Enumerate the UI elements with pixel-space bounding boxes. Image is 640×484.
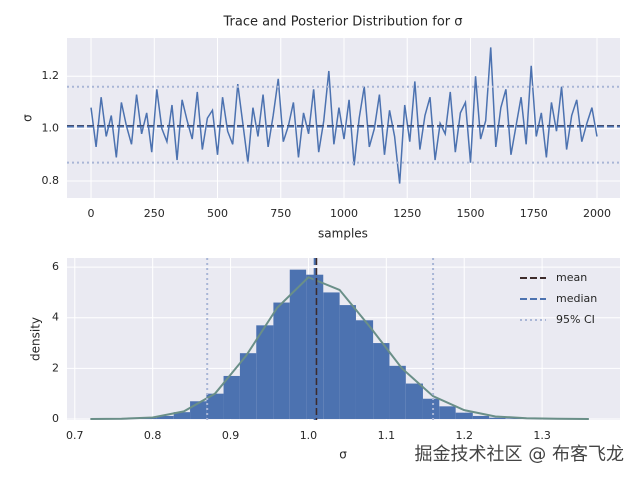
watermark: 掘金技术社区 @ 布客飞龙: [415, 444, 624, 465]
x-tick-label: 0.7: [66, 429, 84, 442]
hist-bar: [489, 418, 505, 419]
y-tick-label: 2: [52, 361, 59, 374]
y-tick-label: 1.2: [42, 69, 60, 82]
x-tick-label: 0.9: [222, 429, 240, 442]
hist-bar: [224, 376, 240, 419]
x-tick-label: 0: [88, 207, 95, 220]
x-tick-label: 750: [270, 207, 291, 220]
hist-bar: [423, 399, 439, 419]
x-tick-label: 1250: [393, 207, 421, 220]
hist-bar: [406, 384, 423, 419]
hist-bar: [456, 413, 473, 419]
x-tick-label: 1500: [456, 207, 484, 220]
hist-bar: [273, 303, 289, 419]
hist-bar: [439, 406, 455, 419]
x-tick-label: 2000: [583, 207, 611, 220]
x-axis-label: σ: [339, 448, 347, 462]
chart-title: Trace and Posterior Distribution for σ: [222, 15, 462, 30]
plot-area: [67, 38, 620, 198]
hist-bar: [389, 366, 405, 419]
hist-bar: [340, 305, 356, 419]
y-tick-label: 0: [52, 412, 59, 425]
x-tick-label: 1.3: [533, 429, 551, 442]
x-tick-label: 250: [144, 207, 165, 220]
legend-label: mean: [556, 271, 587, 284]
y-tick-label: 6: [52, 260, 59, 273]
x-axis-label: samples: [318, 227, 368, 241]
y-tick-label: 1.0: [42, 122, 60, 135]
y-axis-label: density: [29, 317, 43, 361]
y-tick-label: 0.8: [42, 174, 60, 187]
x-tick-label: 0.8: [144, 429, 162, 442]
x-tick-label: 1.1: [378, 429, 396, 442]
hist-bar: [240, 353, 256, 419]
hist-bar: [323, 292, 339, 419]
hist-bar: [356, 320, 373, 419]
y-tick-label: 4: [52, 311, 59, 324]
x-tick-label: 1000: [330, 207, 358, 220]
hist-bar: [256, 325, 273, 419]
x-tick-label: 1750: [520, 207, 548, 220]
hist-bar: [306, 275, 323, 419]
x-tick-label: 1.0: [300, 429, 318, 442]
hist-bar: [473, 416, 489, 419]
hist-bar: [373, 343, 389, 419]
x-tick-label: 1.2: [455, 429, 473, 442]
y-axis-label: σ: [21, 114, 35, 122]
legend-label: median: [556, 292, 597, 305]
legend-label: 95% CI: [556, 313, 595, 326]
x-tick-label: 500: [207, 207, 228, 220]
